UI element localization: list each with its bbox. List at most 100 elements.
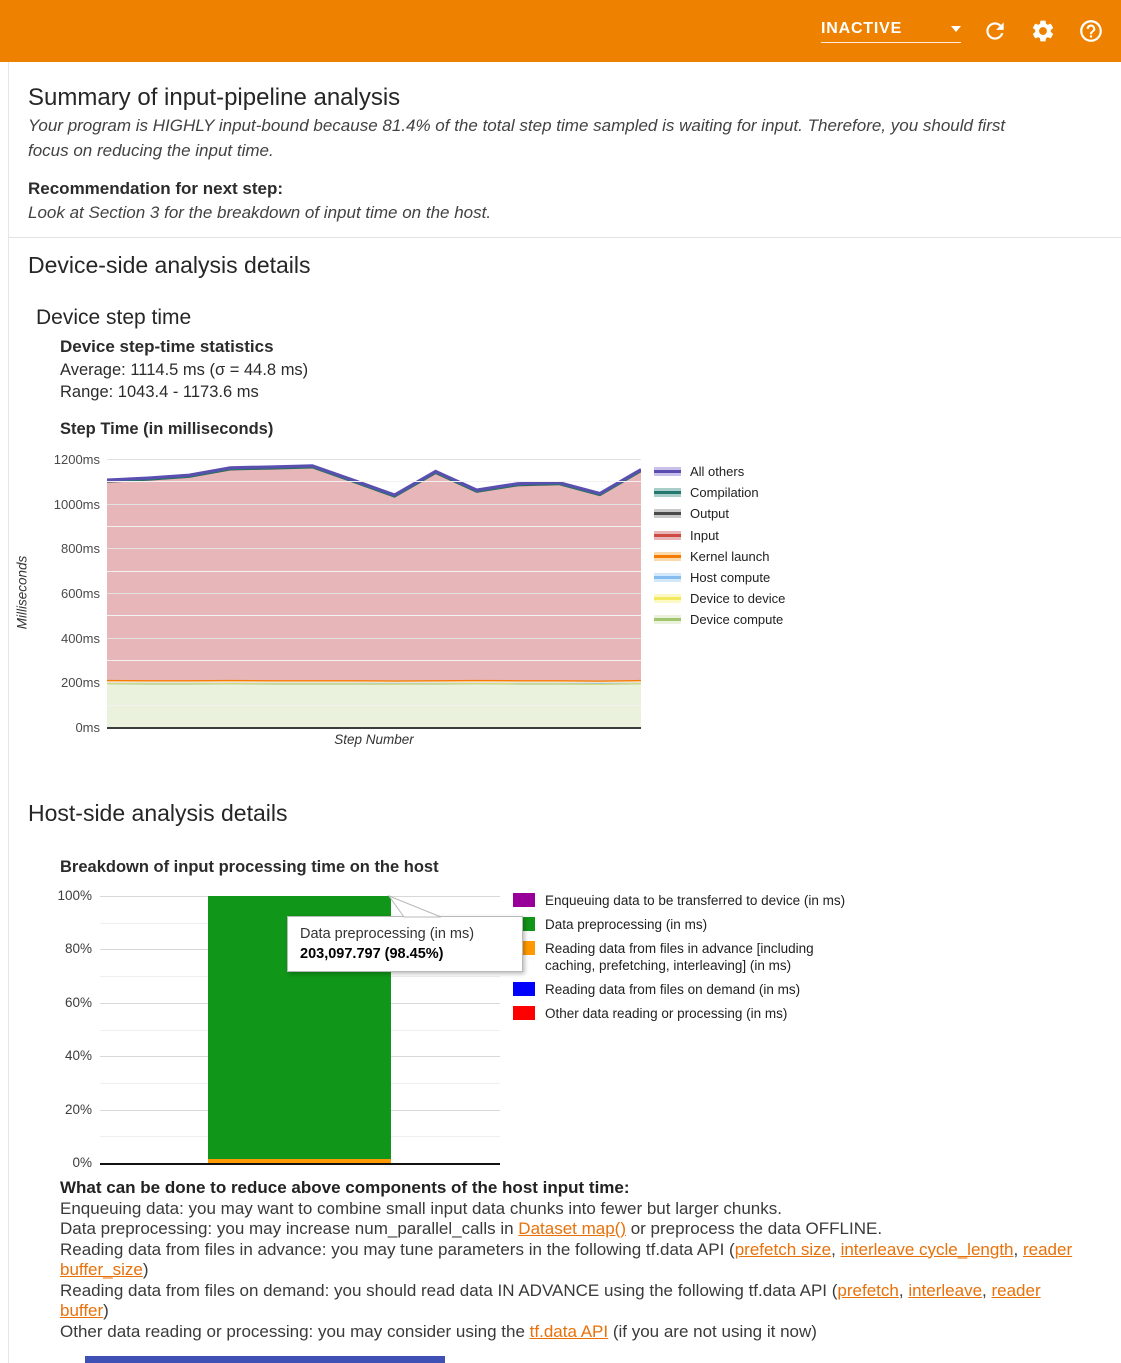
- advice-line: Enqueuing data: you may want to combine …: [60, 1199, 1075, 1220]
- device-section-title: Device-side analysis details: [28, 252, 311, 278]
- legend-item: Other data reading or processing (in ms): [513, 1005, 865, 1022]
- legend-line: [654, 618, 681, 622]
- legend-line: [654, 533, 681, 537]
- legend-line: [654, 491, 681, 495]
- y-axis-tick-label: 40%: [64, 1048, 92, 1064]
- host-chart-x-axis: [100, 1163, 500, 1165]
- help-button[interactable]: [1077, 17, 1105, 45]
- run-status-value: INACTIVE: [821, 19, 903, 37]
- advice-text: (if you are not using it now): [608, 1321, 817, 1341]
- legend-item: Reading data from files on demand (in ms…: [513, 981, 865, 998]
- y-axis-tick-label: 1000ms: [53, 496, 100, 512]
- legend-item: Input: [654, 525, 785, 546]
- legend-line: [654, 597, 681, 601]
- advice-link[interactable]: prefetch: [837, 1280, 899, 1300]
- y-axis-tick-label: 60%: [64, 994, 92, 1010]
- legend-swatch: [513, 1006, 535, 1020]
- bar-segment-reading: [208, 1158, 391, 1163]
- advice-link[interactable]: reader buffer: [60, 1280, 1041, 1321]
- chevron-down-icon: [951, 25, 961, 32]
- help-icon: [1080, 20, 1102, 42]
- partial-next-section-element: [85, 1356, 445, 1363]
- summary-body: Your program is HIGHLY input-bound becau…: [28, 116, 1006, 160]
- y-axis-tick-label: 400ms: [60, 630, 100, 646]
- legend-item: Enqueuing data to be transferred to devi…: [513, 892, 865, 909]
- gridline: [107, 526, 641, 527]
- advice-link[interactable]: reader buffer_size: [60, 1239, 1073, 1280]
- legend-swatch: [513, 893, 535, 907]
- advice-text: or preprocess the data OFFLINE.: [626, 1219, 883, 1238]
- legend-label: Reading data from files in advance [incl…: [545, 941, 814, 973]
- legend-label: Device compute: [690, 612, 784, 628]
- run-status-select[interactable]: INACTIVE: [821, 20, 961, 43]
- gridline: [107, 570, 641, 572]
- advice-line: Data preprocessing: you may increase num…: [60, 1219, 1075, 1240]
- legend-swatch: [654, 509, 681, 519]
- refresh-button[interactable]: [981, 17, 1009, 45]
- tooltip-value: 203,097.797 (98.45%): [300, 946, 444, 962]
- legend-label: Enqueuing data to be transferred to devi…: [545, 893, 846, 908]
- settings-button[interactable]: [1029, 17, 1057, 45]
- advice-text: ): [103, 1301, 109, 1320]
- device-chart-title: Step Time (in milliseconds): [60, 420, 274, 438]
- host-chart-title: Breakdown of input processing time on th…: [60, 858, 439, 876]
- legend-swatch: [654, 573, 681, 583]
- advice-text: Enqueuing data: you may want to combine …: [60, 1198, 782, 1218]
- advice-line: Reading data from files in advance: you …: [60, 1240, 1075, 1281]
- advice-text: Other data reading or processing: you ma…: [60, 1321, 530, 1341]
- device-stats-range: Range: 1043.4 - 1173.6 ms: [60, 383, 259, 401]
- legend-item: Data preprocessing (in ms): [513, 916, 865, 933]
- legend-label: Output: [690, 506, 730, 522]
- advice-link[interactable]: interleave: [908, 1280, 983, 1300]
- device-chart-x-axis: [107, 727, 641, 729]
- host-chart-legend: Enqueuing data to be transferred to devi…: [513, 892, 865, 1029]
- device-step-time-chart: Milliseconds Step Number All others Compi…: [0, 445, 820, 755]
- legend-swatch: [513, 982, 535, 996]
- host-section-title: Host-side analysis details: [28, 800, 288, 826]
- gridline: [107, 682, 641, 684]
- legend-line: [654, 470, 681, 474]
- gridline: [107, 481, 641, 483]
- advice-link[interactable]: tf.data API: [529, 1321, 609, 1341]
- advice-line: Reading data from files on demand: you s…: [60, 1281, 1075, 1322]
- legend-item: Compilation: [654, 482, 785, 503]
- y-axis-tick-label: 600ms: [60, 586, 100, 601]
- series-line-all-others: [107, 464, 641, 497]
- advice-text: ): [142, 1260, 149, 1279]
- chart-tooltip: Data preprocessing (in ms) 203,097.797 (…: [287, 916, 523, 972]
- legend-item: Reading data from files in advance [incl…: [513, 940, 865, 974]
- advice-link[interactable]: interleave cycle_length: [840, 1239, 1014, 1259]
- legend-item: Device compute: [654, 609, 785, 630]
- gear-icon: [1032, 20, 1054, 42]
- legend-line: [654, 512, 681, 516]
- content-card-border: [8, 62, 9, 1363]
- advice-text: Reading data from files in advance: you …: [60, 1239, 735, 1259]
- recommendation-text: Look at Section 3 for the breakdown of i…: [28, 203, 492, 222]
- advice-link[interactable]: Dataset map(): [518, 1219, 626, 1238]
- legend-swatch: [654, 615, 681, 625]
- legend-label: Reading data from files on demand (in ms…: [545, 982, 801, 997]
- legend-item: Output: [654, 503, 785, 524]
- device-chart-legend: All others Compilation Output Input Kernel l…: [654, 461, 785, 631]
- device-step-time-subtitle: Device step time: [36, 306, 192, 329]
- y-axis-tick-label: 200ms: [60, 675, 100, 691]
- y-axis-tick-label: 800ms: [60, 541, 100, 557]
- host-input-breakdown-chart: Enqueuing data to be transferred to devi…: [0, 850, 1121, 1180]
- gridline: [107, 704, 641, 706]
- legend-line: [654, 576, 681, 580]
- legend-swatch: [654, 488, 681, 498]
- legend-label: Other data reading or processing (in ms): [545, 1006, 788, 1021]
- legend-swatch: [654, 467, 681, 477]
- gridline: [107, 615, 641, 617]
- section-divider: [8, 237, 1121, 238]
- gridline: [107, 548, 641, 550]
- legend-label: Host compute: [690, 570, 771, 586]
- advice-link[interactable]: prefetch size: [734, 1239, 832, 1259]
- tooltip-series-name: Data preprocessing (in ms): [300, 926, 475, 942]
- legend-label: Device to device: [690, 591, 786, 607]
- legend-item: Kernel launch: [654, 546, 785, 567]
- y-axis-tick-label: 80%: [64, 941, 92, 957]
- gridline: [107, 660, 641, 661]
- advice-line: Other data reading or processing: you ma…: [60, 1322, 1075, 1343]
